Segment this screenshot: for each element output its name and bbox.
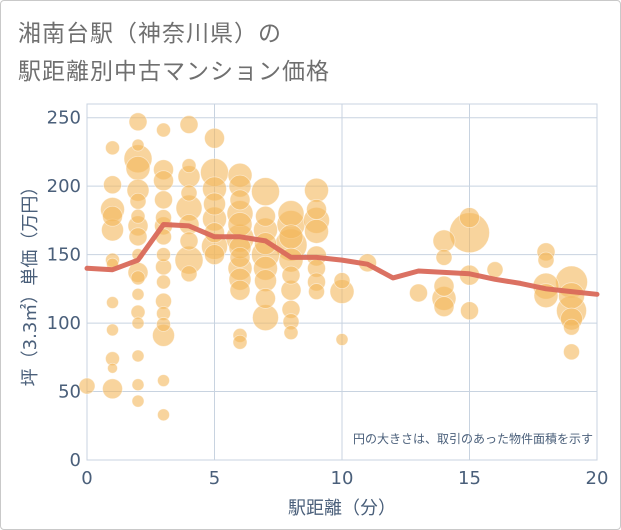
trend-line	[84, 222, 600, 297]
bubble-point	[229, 279, 251, 301]
bubble-point	[203, 192, 226, 216]
bubble-point	[308, 283, 325, 300]
bubble-point	[153, 170, 174, 192]
bubble-point	[156, 122, 171, 138]
x-tick-label: 0	[81, 468, 92, 489]
bubble-point	[281, 265, 301, 285]
bubble-point	[180, 265, 198, 283]
bubble-point	[204, 127, 225, 149]
bubble-point	[459, 207, 480, 229]
bubble-point	[157, 374, 170, 387]
y-tick-label: 150	[47, 245, 81, 266]
bubble-point	[227, 212, 253, 237]
chart-title-line-2: 駅距離別中古マンション価格	[18, 59, 330, 85]
bubble-point	[154, 190, 173, 210]
bubble-point	[251, 177, 280, 207]
bubble-point	[181, 158, 197, 174]
bubble-point	[103, 175, 122, 195]
bubble-point	[278, 224, 304, 250]
bubble-point	[106, 296, 119, 309]
bubble-point	[179, 115, 199, 134]
x-tick-label: 15	[458, 468, 481, 489]
x-tick-label: 5	[209, 468, 220, 489]
bubble-point	[157, 408, 170, 422]
bubble-point	[255, 205, 276, 227]
y-tick-label: 50	[58, 382, 81, 403]
trend-series	[84, 222, 600, 297]
bubble-point	[131, 316, 145, 330]
bubble-point	[128, 227, 148, 247]
bubble-point	[102, 378, 123, 400]
bubble-point	[486, 261, 504, 279]
bubble-point	[563, 318, 580, 336]
bubble-point	[304, 177, 329, 203]
bubble-point	[255, 288, 276, 309]
bubble-point	[156, 247, 171, 263]
bubble-point	[129, 192, 147, 210]
bubble-point	[460, 301, 479, 321]
bubble-point	[537, 251, 555, 269]
bubble-point	[433, 296, 455, 318]
bubble-point	[128, 112, 148, 132]
bubble-point	[229, 246, 251, 268]
bubble-point	[304, 218, 329, 244]
bubble-point	[180, 184, 198, 202]
bubble-point	[125, 155, 151, 181]
bubble-point	[229, 189, 251, 211]
bubble-point	[232, 334, 248, 350]
bubble-point	[102, 205, 123, 227]
bubble-point	[131, 394, 145, 408]
bubble-point	[78, 377, 96, 395]
bubble-point	[131, 287, 145, 301]
bubble-point	[558, 282, 585, 310]
bubble-point	[131, 378, 145, 392]
bubble-point	[130, 270, 146, 286]
y-tick-label: 200	[47, 176, 81, 197]
bubble-point	[433, 275, 455, 297]
y-tick-label: 100	[47, 313, 81, 334]
bubble-point	[335, 333, 349, 346]
bubble-point	[156, 317, 171, 332]
bubble-point	[277, 200, 305, 227]
y-axis-label: 坪（3.3㎡）単価（万円）	[19, 178, 41, 387]
bubble-point	[131, 138, 145, 152]
bubble-point	[333, 272, 351, 290]
bubble-point	[156, 274, 171, 290]
x-tick-label: 20	[586, 468, 609, 489]
bubble-point	[130, 208, 146, 224]
bubble-point	[409, 283, 428, 303]
x-axis-label: 駅距離（分）	[288, 498, 396, 519]
y-tick-label: 0	[70, 450, 81, 471]
bubble-point	[131, 349, 145, 363]
bubble-point	[435, 248, 453, 266]
bubble-point	[105, 140, 120, 156]
bubble-size-note: 円の大きさは、取引のあった物件面積を示す	[353, 431, 593, 446]
chart-title-line-1: 湘南台駅（神奈川県）の	[18, 21, 282, 47]
y-tick-label: 250	[47, 108, 81, 129]
bubble-point	[563, 343, 580, 361]
bubble-point	[283, 325, 299, 341]
bubble-point	[107, 362, 118, 374]
bubble-point	[106, 323, 119, 337]
bubble-point	[306, 199, 327, 220]
x-tick-label: 10	[331, 468, 354, 489]
bubble-point	[179, 231, 199, 251]
bubble-point	[204, 244, 225, 266]
bubble-point	[432, 229, 456, 253]
bubble-series	[78, 112, 588, 422]
